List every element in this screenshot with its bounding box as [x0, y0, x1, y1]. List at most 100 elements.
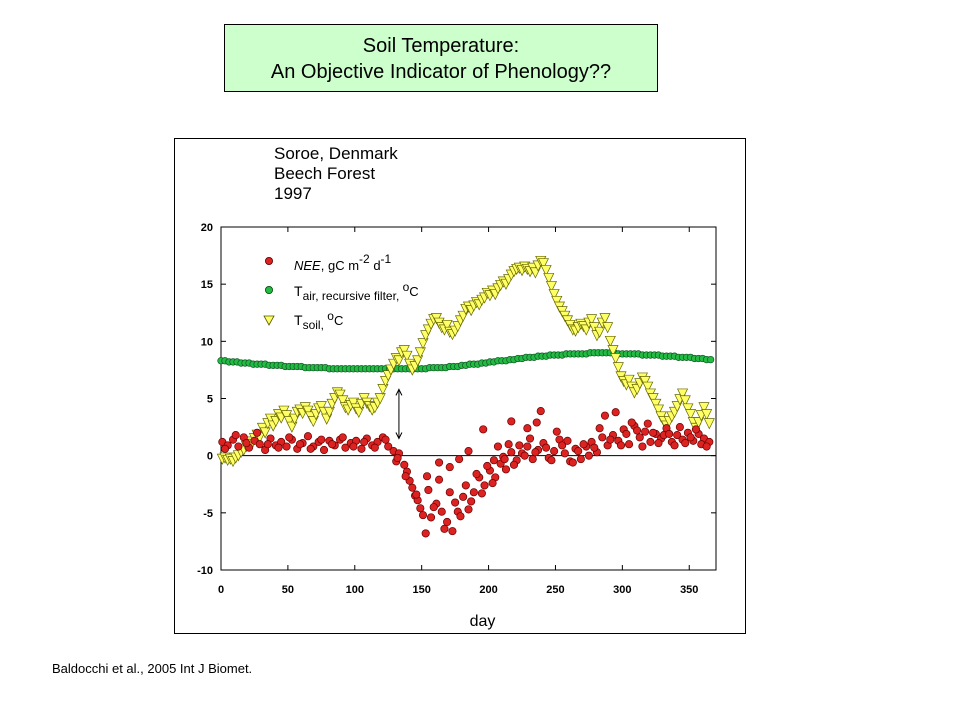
nee-point	[579, 440, 588, 449]
nee-point	[523, 442, 532, 451]
nee-point	[552, 427, 561, 436]
tsoil-point	[302, 405, 314, 417]
nee-point	[467, 497, 476, 506]
tsoil-point	[334, 389, 346, 401]
nee-point	[349, 442, 358, 451]
nee-point	[606, 435, 615, 444]
nee-point	[595, 424, 604, 433]
nee-point	[654, 439, 663, 448]
x-tick-label: 200	[479, 584, 497, 596]
y-tick-label: -10	[197, 565, 213, 577]
nee-point	[448, 527, 457, 536]
nee-point	[464, 447, 473, 456]
y-tick-label: -5	[203, 508, 213, 520]
nee-point	[435, 458, 444, 467]
tsoil-point	[280, 410, 293, 422]
tair-point	[706, 355, 715, 364]
nee-point	[536, 407, 545, 416]
y-tick-label: 0	[207, 451, 213, 463]
x-tick-label: 150	[412, 584, 430, 596]
nee-point	[641, 427, 650, 436]
x-tick-label: 50	[282, 584, 294, 596]
nee-point	[528, 455, 537, 464]
nee-point	[416, 504, 425, 513]
site-line-2: Beech Forest	[274, 164, 376, 183]
nee-point	[532, 418, 541, 427]
nee-point	[675, 423, 684, 432]
nee-point	[384, 442, 393, 451]
nee-point	[360, 437, 369, 446]
series-tair	[217, 349, 715, 373]
nee-point	[507, 417, 516, 426]
tsoil-point	[642, 381, 654, 393]
y-tick-label: 20	[201, 222, 213, 234]
nee-point	[443, 517, 452, 527]
tsoil-point	[377, 384, 389, 396]
legend: NEE, gC m-2 d-1 Tair, recursive filter, …	[263, 252, 419, 332]
legend-tsoil-deg: o	[327, 309, 334, 323]
tsoil-point	[259, 427, 271, 439]
nee-point	[622, 429, 631, 438]
tsoil-point	[685, 409, 697, 421]
nee-point	[563, 436, 572, 445]
tsoil-point	[347, 397, 360, 409]
nee-point	[263, 440, 272, 449]
legend-nee-unit: , gC m	[321, 258, 359, 273]
nee-point	[319, 445, 329, 455]
nee-point	[220, 444, 230, 453]
x-axis-label: day	[470, 613, 496, 630]
nee-point	[616, 441, 626, 450]
tsoil-point	[315, 401, 327, 413]
nee-point	[477, 489, 486, 498]
legend-nee-marker	[264, 256, 273, 265]
tsoil-point	[401, 350, 413, 362]
nee-point	[574, 447, 583, 456]
tsoil-point	[543, 273, 555, 285]
nee-point	[242, 439, 251, 448]
nee-point	[576, 455, 585, 464]
x-tick-label: 350	[680, 584, 698, 596]
legend-tsoil-base: T	[294, 312, 303, 328]
nee-point	[282, 442, 291, 451]
nee-point	[421, 529, 430, 538]
nee-point	[393, 453, 402, 463]
nee-point	[507, 448, 516, 457]
tsoil-point	[398, 345, 410, 357]
y-tick-label: 5	[207, 394, 213, 406]
tsoil-point	[604, 335, 616, 348]
tsoil-point	[610, 353, 622, 365]
nee-point	[665, 429, 674, 438]
nee-point	[401, 472, 410, 481]
tsoil-point	[286, 421, 298, 433]
nee-point	[598, 433, 607, 442]
nee-point	[469, 488, 478, 497]
nee-point	[520, 451, 529, 460]
tsoil-point	[639, 376, 651, 388]
legend-tsoil-rest: ,	[321, 318, 328, 332]
legend-nee-sup1: -2	[359, 252, 370, 266]
nee-point	[702, 442, 711, 451]
nee-point	[515, 441, 524, 450]
nee-point	[412, 490, 421, 499]
legend-tair-sub: air	[303, 289, 316, 303]
tsoil-point	[607, 345, 619, 357]
nee-point	[509, 460, 519, 469]
nee-point	[501, 465, 511, 474]
tsoil-point	[682, 403, 694, 415]
legend-tsoil-sub: soil	[303, 318, 321, 332]
legend-nee-name: NEE	[294, 258, 321, 273]
legend-tsoil-marker	[263, 315, 275, 326]
tsoil-point	[698, 402, 710, 414]
y-tick-label: 10	[201, 336, 213, 348]
tsoil-point	[612, 362, 624, 374]
nee-point	[670, 441, 679, 450]
nee-point	[558, 441, 567, 450]
tsoil-point	[353, 406, 365, 419]
tsoil-point	[647, 393, 659, 405]
nee-point	[681, 439, 690, 448]
tsoil-point	[393, 355, 405, 367]
nee-point	[435, 475, 444, 484]
legend-tsoil-unit: C	[334, 313, 343, 328]
nee-point	[560, 449, 569, 458]
tsoil-point	[548, 289, 560, 301]
